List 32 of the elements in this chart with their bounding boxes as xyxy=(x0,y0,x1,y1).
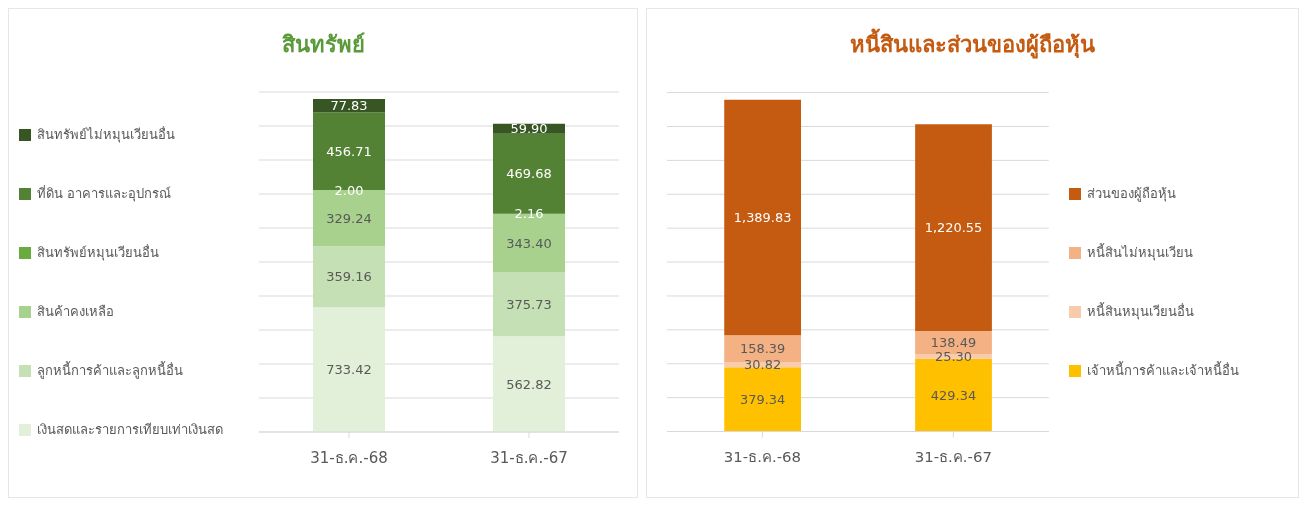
data-label: 379.34 xyxy=(739,391,786,407)
legend-label: สินทรัพย์ไม่หมุนเวียนอื่น xyxy=(37,125,175,145)
data-label: 562.82 xyxy=(506,376,552,392)
x-tick-label: 31-ธ.ค.-68 xyxy=(310,448,388,467)
legend-label: เงินสดและรายการเทียบเท่าเงินสด xyxy=(37,421,223,439)
legend-label: สินทรัพย์หมุนเวียนอื่น xyxy=(37,243,159,263)
data-label: 77.83 xyxy=(330,98,368,114)
data-label: 429.34 xyxy=(930,387,977,403)
legend-label: หนี้สินไม่หมุนเวียน xyxy=(1086,242,1193,263)
data-label: 456.71 xyxy=(326,143,372,159)
data-label: 329.24 xyxy=(326,210,372,226)
data-label: 733.42 xyxy=(326,362,372,378)
chart-title: หนี้สินและส่วนของผู้ถือหุ้น xyxy=(849,27,1096,61)
legend-label: ลูกหนี้การค้าและลูกหนี้อื่น xyxy=(37,360,183,381)
data-label: 138.49 xyxy=(930,335,977,351)
data-label: 158.39 xyxy=(739,341,786,357)
data-label: 359.16 xyxy=(326,269,372,285)
data-label: 375.73 xyxy=(506,297,552,312)
data-label: 1,220.55 xyxy=(924,220,983,236)
legend-label: ที่ดิน อาคารและอุปกรณ์ xyxy=(37,184,172,204)
legend-label: ส่วนของผู้ถือหุ้น xyxy=(1086,185,1176,204)
x-tick-label: 31-ธ.ค.-67 xyxy=(490,448,568,467)
data-label: 469.68 xyxy=(506,166,552,182)
x-tick-label: 31-ธ.ค.-68 xyxy=(723,448,802,467)
legend-label: หนี้สินหมุนเวียนอื่น xyxy=(1086,301,1194,322)
data-label: 343.40 xyxy=(506,235,552,251)
data-label: 1,389.83 xyxy=(733,210,792,226)
x-tick-label: 31-ธ.ค.-67 xyxy=(914,448,992,467)
legend-label: เจ้าหนี้การค้าและเจ้าหนี้อื่น xyxy=(1086,360,1239,380)
chart-title: สินทรัพย์ xyxy=(280,31,366,59)
data-label: 59.90 xyxy=(510,121,548,137)
legend-label: สินค้าคงเหลือ xyxy=(37,303,114,321)
